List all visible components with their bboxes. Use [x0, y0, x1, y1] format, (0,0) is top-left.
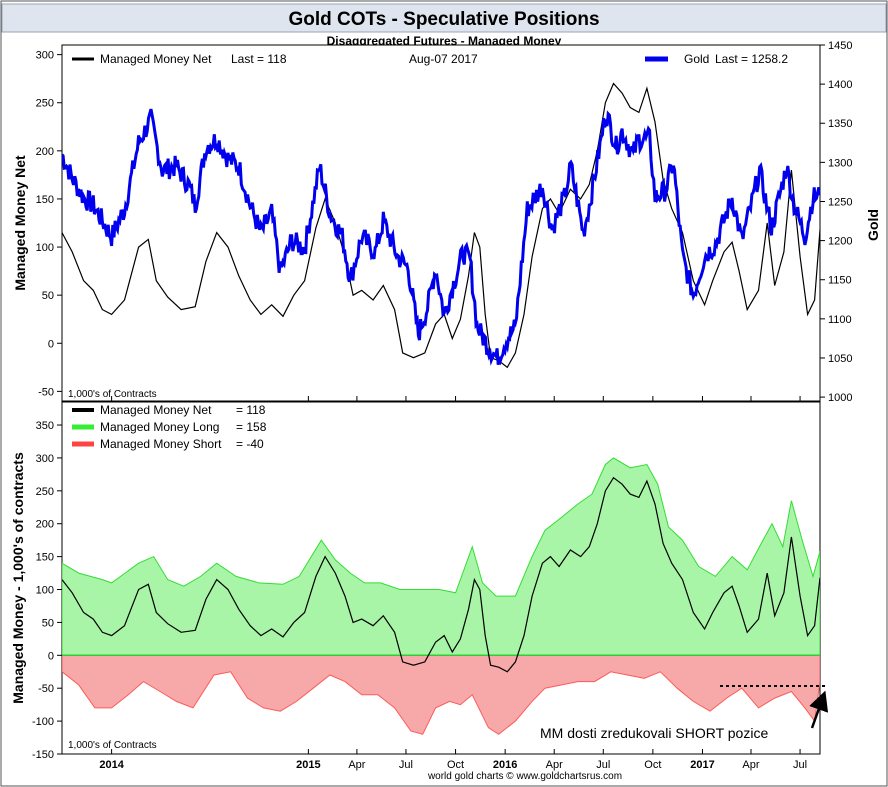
chart-title: Gold COTs - Speculative Positions	[288, 9, 599, 30]
bottom-panel-ticks: -150 -100 -50 0 50 100 150 200 250 300 350	[32, 420, 62, 761]
top-right-tick-label: 1300	[828, 157, 852, 169]
legend-b-long-label: Managed Money Long	[100, 420, 219, 434]
top-right-tick-label: 1350	[828, 118, 852, 130]
bottom-units-note: 1,000's of Contracts	[68, 740, 157, 751]
title-bar	[1, 3, 887, 33]
legend-net-last: Last = 118	[231, 52, 287, 66]
x-tick-label: Oct	[644, 759, 661, 771]
bottom-tick-label: 300	[36, 453, 54, 465]
net-line-top	[62, 82, 820, 369]
net-line-bottom	[62, 476, 820, 673]
bottom-ylabel: Managed Money - 1,000's of contracts	[10, 452, 26, 704]
annotation-text: MM dosti zredukovali SHORT pozice	[540, 725, 768, 741]
top-left-tick-label: 0	[48, 338, 54, 350]
x-tick-label: Oct	[447, 759, 464, 771]
legend-b-short-last: = -40	[236, 437, 264, 451]
x-tick-label: 2014	[99, 759, 124, 771]
bottom-tick-label: 250	[36, 486, 54, 498]
footer-credit: world gold charts © www.goldchartsrus.co…	[427, 771, 622, 782]
legend-b-short-label: Managed Money Short	[100, 437, 222, 451]
gold-price-line	[62, 108, 820, 366]
annotation-arrow	[809, 690, 829, 729]
top-right-tick-label: 1000	[828, 392, 852, 404]
bottom-tick-label: -150	[32, 749, 54, 761]
top-ylabel-left: Managed Money Net	[12, 155, 28, 291]
bottom-tick-label: 0	[48, 650, 54, 662]
top-panel-ticks: -50 0 50 100 150 200 250 300 1000 1050 1100 1150 120…	[36, 40, 853, 404]
x-tick-label: Jul	[596, 759, 610, 771]
x-tick-label: Jul	[399, 759, 413, 771]
legend-gold-label: Gold	[684, 52, 709, 66]
bottom-tick-label: -100	[32, 716, 54, 728]
top-left-tick-label: 200	[36, 146, 54, 158]
top-left-tick-label: 150	[36, 194, 54, 206]
legend-b-long-last: = 158	[236, 420, 267, 434]
x-tick-label: 2015	[296, 759, 320, 771]
x-tick-label: Apr	[546, 759, 563, 771]
bottom-tick-label: 100	[36, 585, 54, 597]
legend-gold-last: Last = 1258.2	[715, 52, 788, 66]
top-ylabel-right: Gold	[865, 209, 881, 241]
x-tick-label: 2017	[690, 759, 714, 771]
top-right-tick-label: 1100	[828, 314, 852, 326]
top-left-tick-label: 300	[36, 50, 54, 62]
x-tick-label: Apr	[348, 759, 365, 771]
legend-b-net-last: = 118	[236, 403, 266, 417]
top-right-tick-label: 1200	[828, 236, 852, 248]
top-right-tick-label: 1400	[828, 79, 852, 91]
bottom-tick-label: 150	[36, 552, 54, 564]
top-left-tick-label: 250	[36, 98, 54, 110]
top-left-tick-label: 50	[42, 290, 54, 302]
top-right-tick-label: 1150	[828, 275, 852, 287]
bottom-tick-label: 350	[36, 420, 54, 432]
bottom-tick-label: 50	[42, 617, 54, 629]
x-tick-label: 2016	[493, 759, 517, 771]
top-right-tick-label: 1050	[828, 353, 852, 365]
short-area	[62, 654, 820, 735]
bottom-tick-label: -50	[38, 683, 54, 695]
long-area	[62, 457, 820, 656]
top-right-tick-label: 1250	[828, 196, 852, 208]
legend-b-net-label: Managed Money Net	[100, 403, 212, 417]
top-left-tick-label: -50	[38, 386, 54, 398]
top-right-tick-label: 1450	[828, 40, 852, 52]
top-left-tick-label: 100	[36, 242, 54, 254]
top-units-note: 1,000's of Contracts	[68, 389, 157, 400]
x-tick-label: Jul	[793, 759, 807, 771]
date-label: Aug-07 2017	[409, 52, 478, 66]
legend-net-label: Managed Money Net	[100, 52, 212, 66]
top-panel	[61, 44, 821, 402]
bottom-tick-label: 200	[36, 519, 54, 531]
x-tick-label: Apr	[742, 759, 759, 771]
x-axis: 2014 2015 Apr Jul Oct 2016 Apr Jul Oct 2017 Apr Jul	[99, 396, 807, 771]
